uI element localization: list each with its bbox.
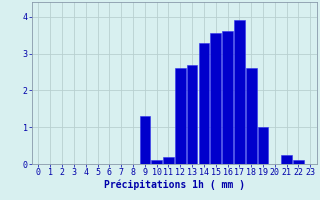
Bar — [163, 157, 174, 164]
Bar — [246, 68, 257, 164]
X-axis label: Précipitations 1h ( mm ): Précipitations 1h ( mm ) — [104, 180, 245, 190]
Bar — [175, 68, 186, 164]
Bar — [222, 31, 233, 164]
Bar — [187, 65, 197, 164]
Bar — [293, 160, 304, 164]
Bar — [211, 33, 221, 164]
Bar — [140, 116, 150, 164]
Bar — [281, 155, 292, 164]
Bar — [151, 160, 162, 164]
Bar — [258, 127, 268, 164]
Bar — [234, 20, 245, 164]
Bar — [199, 43, 209, 164]
